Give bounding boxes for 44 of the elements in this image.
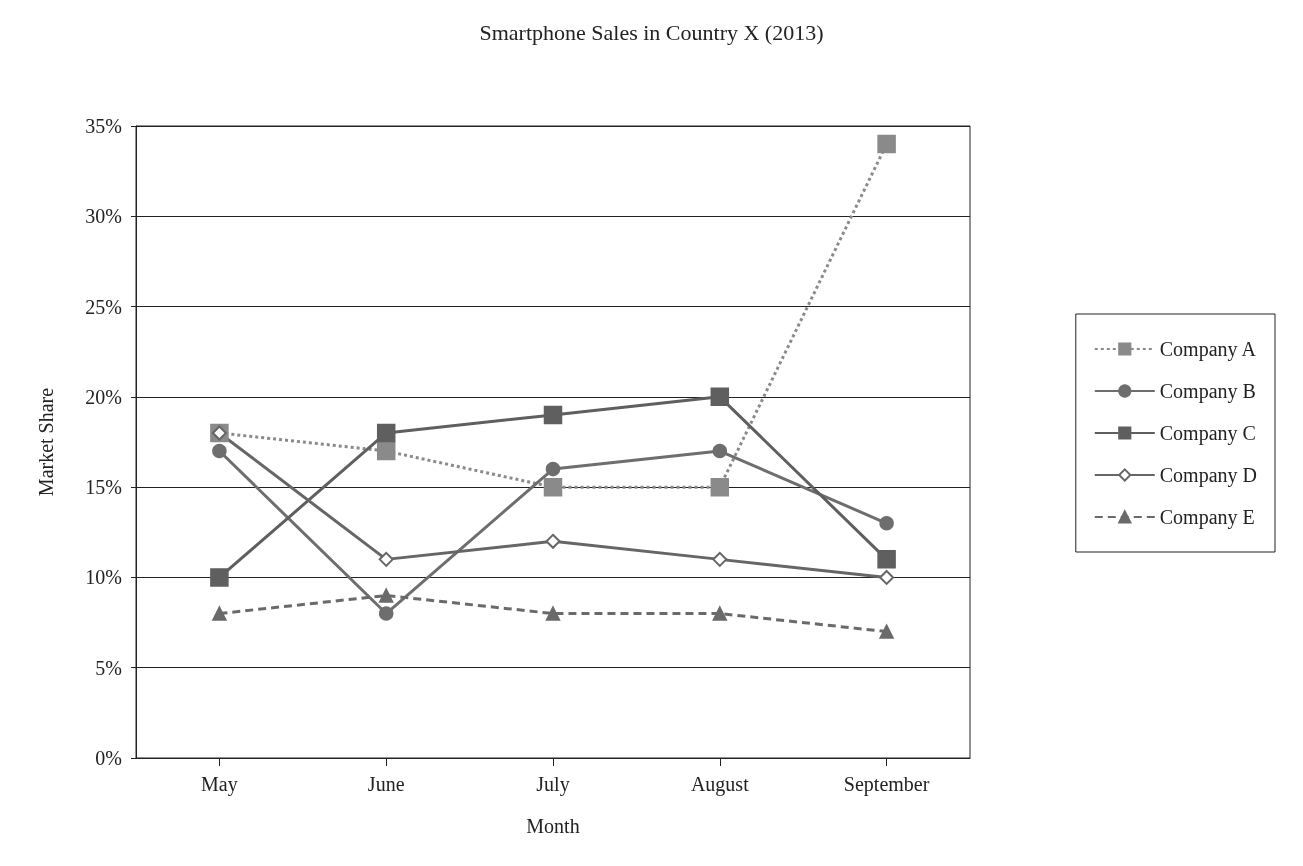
point xyxy=(212,606,227,621)
point xyxy=(376,441,396,461)
point xyxy=(378,606,394,621)
point xyxy=(879,569,895,585)
x-tick-label: September xyxy=(843,773,930,796)
point xyxy=(877,550,896,569)
point xyxy=(545,461,561,477)
legend-label: Company B xyxy=(1159,380,1256,403)
point xyxy=(378,588,394,603)
legend-label: Company C xyxy=(1159,422,1256,445)
y-tick-label: 35% xyxy=(85,115,122,137)
point xyxy=(545,533,561,549)
x-axis-title: Month xyxy=(526,815,580,837)
y-tick-label: 15% xyxy=(85,476,122,499)
point xyxy=(877,134,896,154)
y-tick-label: 5% xyxy=(95,656,122,679)
x-tick-label: May xyxy=(201,773,238,796)
legend-label: Company E xyxy=(1159,506,1255,529)
point xyxy=(710,387,730,407)
y-tick-label: 25% xyxy=(85,295,122,318)
y-tick-label: 30% xyxy=(85,205,122,228)
legend-label: Company A xyxy=(1159,338,1257,361)
y-tick-label: 20% xyxy=(85,385,122,408)
y-tick-label: 10% xyxy=(85,566,122,589)
point xyxy=(210,568,229,587)
x-tick-label: June xyxy=(367,773,405,795)
point xyxy=(712,443,728,459)
point xyxy=(712,606,728,621)
point xyxy=(545,606,561,621)
y-axis-title: Market Share xyxy=(35,387,57,497)
point xyxy=(543,477,563,497)
point xyxy=(212,443,227,459)
chart-title: Smartphone Sales in Country X (2013) xyxy=(479,19,824,45)
point xyxy=(378,551,394,567)
point xyxy=(879,624,894,639)
point xyxy=(712,551,728,567)
point xyxy=(376,423,396,443)
y-tick-label: 0% xyxy=(95,747,122,769)
x-tick-label: August xyxy=(690,773,750,796)
point xyxy=(710,477,730,497)
point xyxy=(543,405,563,425)
point xyxy=(879,516,894,531)
legend-label: Company D xyxy=(1159,464,1257,487)
x-tick-label: July xyxy=(536,773,570,796)
